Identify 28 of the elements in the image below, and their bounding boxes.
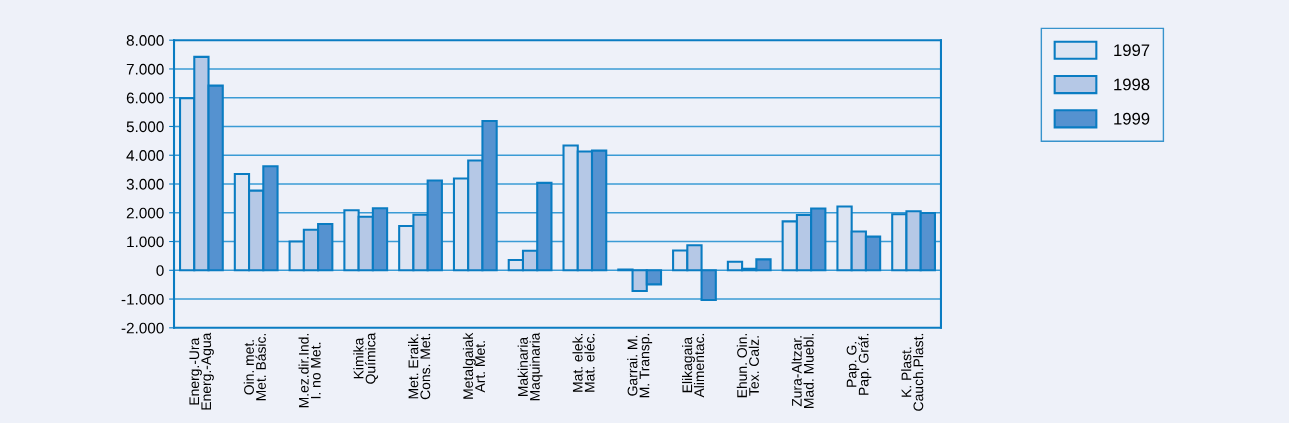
y-tick-label: 1.000 xyxy=(127,236,164,248)
y-tick-label: -2.000 xyxy=(121,322,164,334)
legend-label: 1998 xyxy=(1114,78,1150,91)
x-tick-label: Garrai. M. M. Transp. xyxy=(627,333,653,398)
x-tick-label: Elikagaia Alimentac. xyxy=(682,333,705,398)
legend-label: 1999 xyxy=(1114,112,1150,125)
x-tick-label: Kimika Química xyxy=(353,332,378,384)
x-tick-label: K. Plast. Cauch.Plast. xyxy=(901,333,924,411)
y-tick-label: -1.000 xyxy=(121,293,164,305)
y-tick-label: 4.000 xyxy=(126,150,164,161)
y-tick-label: 6.000 xyxy=(126,92,164,104)
x-tick-label: Ehun. Oin. Tex. Calz. xyxy=(736,333,759,398)
y-tick-label: 8.000 xyxy=(126,35,164,46)
x-tick-label: Makinaria Maquinaria xyxy=(517,332,543,401)
x-tick-label: Zura-Altzar. Mad. Muebl. xyxy=(791,333,814,408)
x-tick-label: Met. Eraik. Cons. Met. xyxy=(408,333,431,400)
x-tick-label: Oin. met. Met. Básic. xyxy=(243,333,266,401)
y-tick-label: 3.000 xyxy=(126,178,164,190)
x-tick-label: Pap. G. Pap. Gráf. xyxy=(846,333,872,395)
x-tick-label: Energ.-Ura Energ.-Agua xyxy=(189,332,214,410)
y-tick-label: 0 xyxy=(156,265,164,276)
y-tick-label: 5.000 xyxy=(126,121,164,133)
y-tick-label: 7.000 xyxy=(126,63,164,75)
y-tick-label: 2.000 xyxy=(126,207,164,219)
x-tick-label: M.ez.dir.Ind. I. no Met. xyxy=(298,333,321,408)
x-tick-label: Mat. elek. Mat. eléc. xyxy=(572,333,595,392)
legend-label: 1997 xyxy=(1114,44,1150,57)
x-tick-label: Metalgaiak Art. Met. xyxy=(462,332,486,399)
